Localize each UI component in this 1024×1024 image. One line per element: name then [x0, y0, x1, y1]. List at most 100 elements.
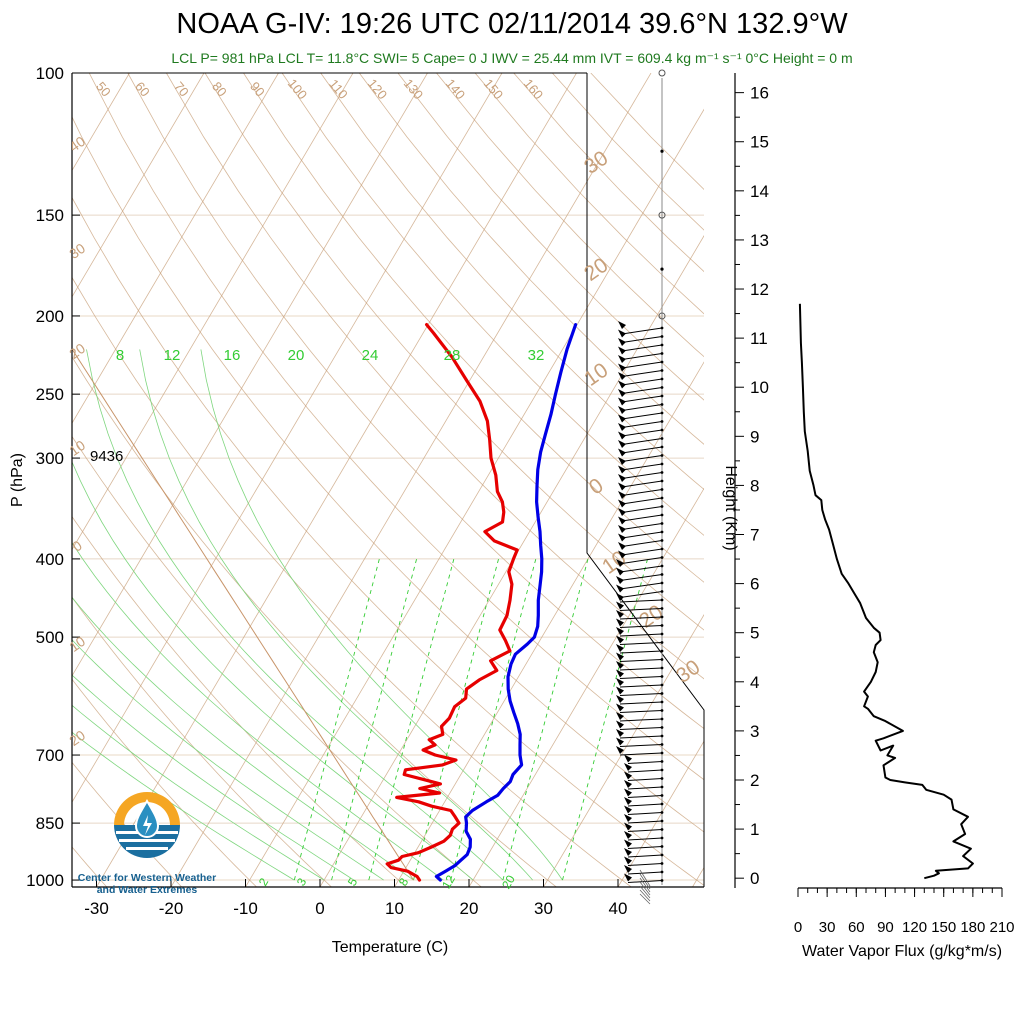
wind-level-dot — [660, 598, 664, 602]
wind-barb-shaft — [621, 361, 663, 369]
wind-barb-shaft — [619, 650, 663, 654]
dry-adiabat-line — [72, 515, 407, 887]
wind-barb-shaft — [621, 412, 663, 420]
wind-level-dot — [660, 828, 664, 831]
wind-level-dot — [660, 513, 664, 517]
wind-barb-pennant — [624, 788, 632, 797]
wind-barb-pennant — [618, 321, 626, 329]
temperature-tick-label: 30 — [534, 899, 553, 918]
wind-barb-shaft — [619, 633, 663, 637]
height-tick-label: 15 — [750, 133, 769, 152]
wind-level-dot — [660, 437, 664, 440]
surface-wind-barb — [639, 881, 651, 896]
vapor-tick-label: 180 — [960, 919, 985, 936]
wind-barb-shaft — [621, 514, 663, 522]
wind-barb-shaft — [621, 489, 663, 496]
water-vapor-flux-line — [798, 303, 974, 880]
wind-level-dot — [660, 530, 664, 534]
wind-barb-shaft — [621, 327, 663, 335]
wind-barb-shaft — [621, 557, 663, 564]
wind-barb-pennant — [618, 431, 626, 440]
isotherm-line — [72, 73, 279, 424]
surface-wind-barb — [639, 885, 651, 899]
wind-barb-pennant — [624, 780, 632, 788]
wind-level-dot — [660, 352, 664, 355]
pressure-tick-label: 200 — [36, 307, 64, 326]
wind-barb-pennant — [616, 559, 624, 567]
wind-level-dot — [660, 149, 664, 153]
wind-barb-pennant — [618, 508, 626, 516]
wind-barb-pennant — [616, 686, 624, 695]
calm-wind-marker — [658, 69, 666, 77]
wind-barb-pennant — [616, 729, 624, 737]
moist-adiabat-label: 32 — [528, 347, 545, 364]
wind-barb-shaft — [621, 540, 663, 547]
wind-barb-shaft — [619, 659, 663, 662]
wind-level-dot — [660, 428, 664, 432]
vapor-tick-label: 120 — [902, 919, 927, 936]
wind-barb-pennant — [624, 771, 632, 780]
wind-level-dot — [660, 522, 664, 525]
height-tick-label: 10 — [750, 378, 769, 397]
dry-adiabat-line — [166, 73, 704, 680]
wind-barb-shaft — [619, 710, 663, 713]
dry-adiabat-line — [281, 73, 704, 536]
wind-barb-shaft — [627, 863, 663, 866]
skew-t-plot-area — [72, 73, 704, 887]
wind-level-dot — [660, 845, 664, 848]
wind-level-dot — [660, 777, 664, 780]
temperature-tick-label: 20 — [460, 899, 479, 918]
dry-adiabat-line — [320, 73, 704, 490]
wind-barb-shaft — [627, 761, 663, 764]
wind-barb-pennant — [616, 584, 624, 593]
moist-adiabat-label: 20 — [288, 347, 305, 364]
height-tick-label: 2 — [750, 771, 759, 790]
isotherm-line — [617, 740, 704, 887]
parcel-path-line — [72, 348, 414, 881]
wind-barb-pennant — [618, 372, 626, 380]
isotherm-line — [72, 73, 503, 803]
isotherm-line — [245, 108, 704, 887]
wind-level-dot — [660, 717, 664, 721]
calm-wind-marker — [658, 312, 666, 320]
wind-barb-pennant — [618, 423, 626, 431]
skew-t-y-axis-label: P (hPa) — [9, 453, 26, 507]
vapor-tick-label: 30 — [819, 919, 836, 936]
isotherm-line — [394, 361, 704, 887]
wind-level-dot — [660, 870, 664, 874]
wind-level-dot — [660, 411, 664, 415]
wind-barb-shaft — [621, 506, 663, 513]
wind-barb-shaft — [621, 455, 663, 462]
pressure-tick-label: 700 — [36, 746, 64, 765]
dry-adiabat-line — [358, 73, 704, 445]
wind-level-dot — [660, 335, 664, 338]
wind-barb-shaft — [627, 854, 663, 858]
wind-level-dot — [660, 700, 664, 704]
pressure-tick-label: 500 — [36, 628, 64, 647]
isotherm-line — [72, 73, 205, 298]
wind-barb-pennant — [616, 695, 624, 703]
wind-level-dot — [660, 488, 664, 491]
wind-barb-shaft — [621, 523, 663, 530]
wind-barb-shaft — [627, 837, 663, 841]
wind-level-dot — [660, 862, 664, 865]
moist-adiabat-line — [72, 460, 474, 881]
dry-adiabat-line — [72, 116, 704, 833]
wind-barb-shaft — [619, 684, 663, 688]
surface-wind-barb — [639, 869, 651, 887]
wind-barb-pennant — [618, 525, 626, 533]
moist-adiabat-line — [139, 349, 533, 881]
wind-level-dot — [660, 403, 664, 406]
wind-barb-pennant — [624, 797, 632, 805]
wind-barb-shaft — [621, 438, 663, 445]
wind-barb-shaft — [621, 463, 663, 471]
wind-barb-shaft — [619, 582, 663, 590]
wind-barb-pennant — [618, 329, 626, 338]
height-tick-label: 14 — [750, 182, 769, 201]
moist-adiabat-line — [72, 674, 355, 881]
wind-barb-pennant — [624, 848, 632, 856]
pressure-tick-label: 150 — [36, 206, 64, 225]
wind-barb-pennant — [616, 703, 624, 712]
wind-level-dot — [660, 751, 664, 755]
wind-barb-shaft — [621, 378, 663, 386]
